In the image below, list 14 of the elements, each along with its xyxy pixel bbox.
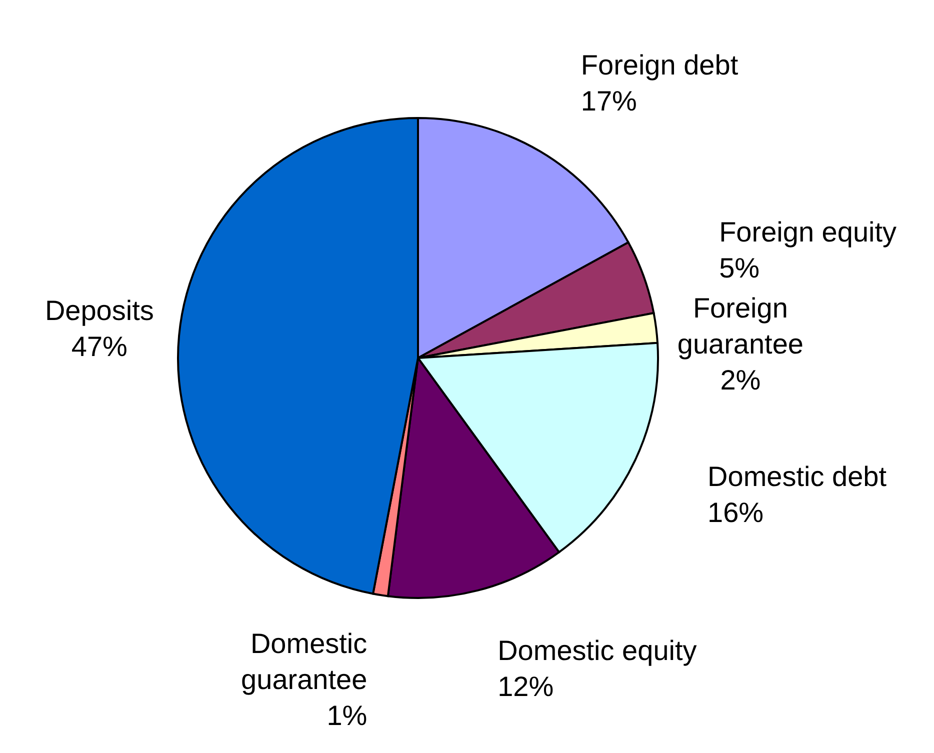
slice-label: Deposits [44, 294, 154, 326]
slice-label: Foreign guarantee [677, 292, 804, 360]
slice-label: Foreign equity [719, 216, 897, 248]
data-label: 47% [71, 330, 128, 362]
data-label: 16% [708, 496, 764, 528]
slice-label: Domestic equity [498, 634, 697, 666]
slice-label: Foreign debt [580, 49, 738, 80]
data-label: 2% [720, 364, 761, 396]
slice-label: Domestic debt [708, 460, 887, 492]
slice-label: Domestic guarantee [241, 628, 368, 694]
data-label: 17% [580, 85, 637, 116]
data-label: 5% [719, 252, 760, 284]
data-label: 12% [498, 670, 554, 702]
data-label: 1% [326, 700, 368, 730]
